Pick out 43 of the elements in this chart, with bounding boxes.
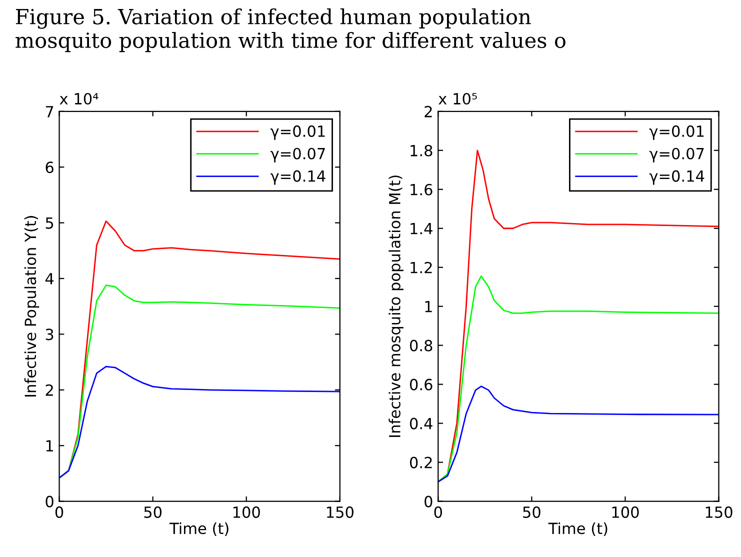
line-series bbox=[438, 386, 719, 482]
legend-label: γ=0.07 bbox=[270, 148, 325, 162]
y-axis-title: Infective Population Y(t) bbox=[24, 216, 40, 396]
legend-label: γ=0.14 bbox=[649, 170, 704, 185]
x-tick-label: 150 bbox=[706, 506, 732, 518]
y-tick-label: 1.4 bbox=[410, 223, 432, 234]
legend-label: γ=0.01 bbox=[649, 125, 704, 140]
x-tick-label: 0 bbox=[434, 506, 442, 518]
y-tick-label: 5 bbox=[46, 217, 54, 229]
y-tick-label: 0.4 bbox=[410, 418, 432, 430]
x-tick-label: 150 bbox=[327, 506, 354, 518]
y-tick-label: 2 bbox=[46, 384, 53, 396]
x-axis-title: Time (t) bbox=[548, 522, 608, 536]
y-tick-label: 1.8 bbox=[410, 144, 432, 156]
text: x 10⁴ bbox=[60, 92, 98, 105]
line-series bbox=[59, 366, 340, 479]
legend-label: γ=0.01 bbox=[270, 125, 325, 140]
y-tick-label: 0.6 bbox=[410, 378, 432, 390]
y-tick-label: 1.2 bbox=[410, 262, 432, 274]
x-tick-label: 50 bbox=[144, 506, 162, 518]
y-tick-label: 0.8 bbox=[410, 340, 432, 352]
y-tick-label: 2 bbox=[424, 106, 432, 118]
x-axis-title: Time (t) bbox=[169, 522, 228, 536]
y-tick-label: 0.2 bbox=[410, 456, 432, 468]
x-tick-label: 0 bbox=[55, 506, 64, 518]
y-tick-label: 4 bbox=[45, 273, 54, 284]
y-tick-label: 1 bbox=[425, 301, 432, 312]
line-series bbox=[438, 275, 719, 482]
caption: Figure 5. Variation of infected human population mosquito population with time for different values o bbox=[16, 8, 566, 52]
y-tick-label: 3 bbox=[46, 328, 54, 340]
y-tick-label: 1.6 bbox=[410, 184, 432, 196]
y-tick-label: 0 bbox=[46, 496, 54, 508]
x-tick-label: 50 bbox=[523, 506, 540, 518]
legend-label: γ=0.07 bbox=[649, 148, 704, 162]
y-tick-label: 1 bbox=[46, 440, 54, 452]
y-tick-label: 0 bbox=[424, 496, 432, 508]
x-tick-label: 100 bbox=[233, 506, 260, 518]
text: x 10⁵ bbox=[438, 92, 477, 105]
legend-label: γ=0.14 bbox=[270, 170, 326, 185]
y-tick-label: 7 bbox=[46, 106, 54, 118]
y-tick-label: 6 bbox=[46, 162, 54, 174]
y-axis-title: Infective mosquito population M(t) bbox=[388, 176, 404, 437]
x-tick-label: 100 bbox=[612, 506, 639, 518]
